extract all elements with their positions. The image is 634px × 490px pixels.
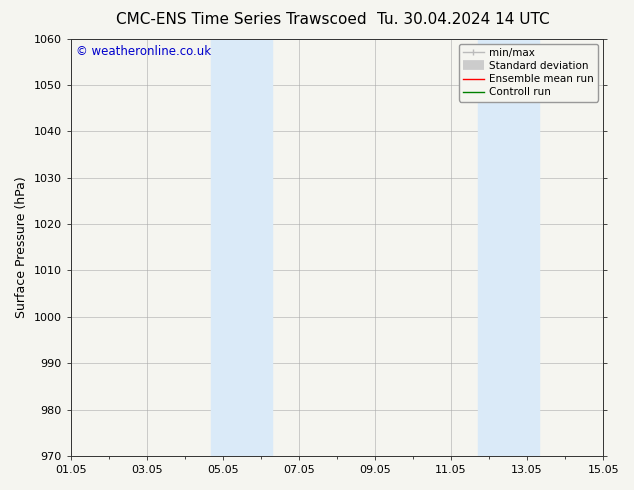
Y-axis label: Surface Pressure (hPa): Surface Pressure (hPa) (15, 176, 28, 318)
Bar (477, 39, 538, 456)
Legend: min/max, Standard deviation, Ensemble mean run, Controll run: min/max, Standard deviation, Ensemble me… (459, 44, 598, 101)
Text: © weatheronline.co.uk: © weatheronline.co.uk (76, 45, 211, 58)
Text: CMC-ENS Time Series Trawscoed: CMC-ENS Time Series Trawscoed (115, 12, 366, 27)
Text: Tu. 30.04.2024 14 UTC: Tu. 30.04.2024 14 UTC (377, 12, 549, 27)
Bar (211, 39, 272, 456)
